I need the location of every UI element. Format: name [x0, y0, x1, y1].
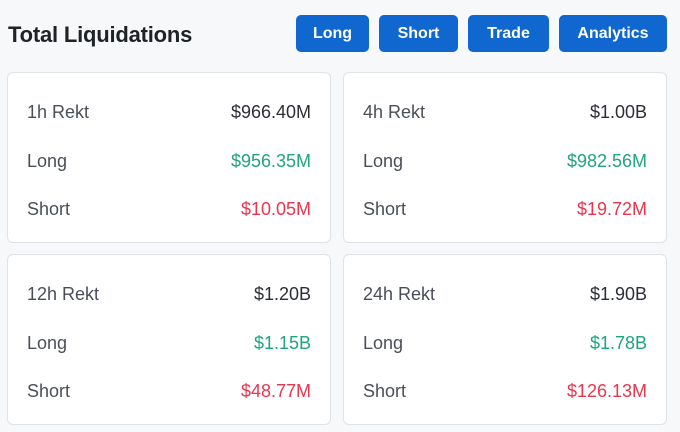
- liquidation-card-12h: 12h Rekt $1.20B Long $1.15B Short $48.77…: [7, 254, 331, 425]
- card-title: 1h Rekt: [27, 101, 90, 122]
- liquidation-card-24h: 24h Rekt $1.90B Long $1.78B Short $126.1…: [343, 254, 667, 425]
- page-title: Total Liquidations: [8, 22, 193, 47]
- long-row: Long $1.15B: [27, 331, 311, 355]
- short-button[interactable]: Short: [379, 15, 458, 52]
- short-row: Short $126.13M: [363, 379, 647, 403]
- long-label: Long: [27, 332, 68, 353]
- short-label: Short: [27, 380, 71, 401]
- card-title: 24h Rekt: [363, 283, 436, 304]
- total-value: $966.40M: [230, 101, 311, 122]
- long-button[interactable]: Long: [296, 15, 369, 52]
- long-label: Long: [27, 150, 68, 171]
- long-row: Long $982.56M: [363, 149, 647, 173]
- total-row: 1h Rekt $966.40M: [27, 100, 311, 124]
- short-value: $126.13M: [566, 380, 647, 401]
- header: Total Liquidations Long Short Trade Anal…: [0, 0, 680, 66]
- long-label: Long: [363, 332, 404, 353]
- long-value: $1.78B: [589, 332, 647, 353]
- analytics-button[interactable]: Analytics: [559, 15, 667, 52]
- short-row: Short $19.72M: [363, 197, 647, 221]
- short-label: Short: [363, 380, 407, 401]
- long-row: Long $956.35M: [27, 149, 311, 173]
- long-label: Long: [363, 150, 404, 171]
- short-row: Short $10.05M: [27, 197, 311, 221]
- card-title: 4h Rekt: [363, 101, 426, 122]
- short-row: Short $48.77M: [27, 379, 311, 403]
- total-value: $1.20B: [253, 283, 311, 304]
- short-label: Short: [363, 198, 407, 219]
- total-row: 24h Rekt $1.90B: [363, 282, 647, 306]
- card-title: 12h Rekt: [27, 283, 100, 304]
- long-row: Long $1.78B: [363, 331, 647, 355]
- short-value: $48.77M: [240, 380, 311, 401]
- total-value: $1.00B: [589, 101, 647, 122]
- long-value: $1.15B: [253, 332, 311, 353]
- total-value: $1.90B: [589, 283, 647, 304]
- short-value: $19.72M: [576, 198, 647, 219]
- total-row: 4h Rekt $1.00B: [363, 100, 647, 124]
- short-label: Short: [27, 198, 71, 219]
- total-row: 12h Rekt $1.20B: [27, 282, 311, 306]
- liquidation-card-1h: 1h Rekt $966.40M Long $956.35M Short $10…: [7, 72, 331, 243]
- liquidation-card-4h: 4h Rekt $1.00B Long $982.56M Short $19.7…: [343, 72, 667, 243]
- long-value: $982.56M: [566, 150, 647, 171]
- trade-button[interactable]: Trade: [468, 15, 549, 52]
- long-value: $956.35M: [230, 150, 311, 171]
- short-value: $10.05M: [240, 198, 311, 219]
